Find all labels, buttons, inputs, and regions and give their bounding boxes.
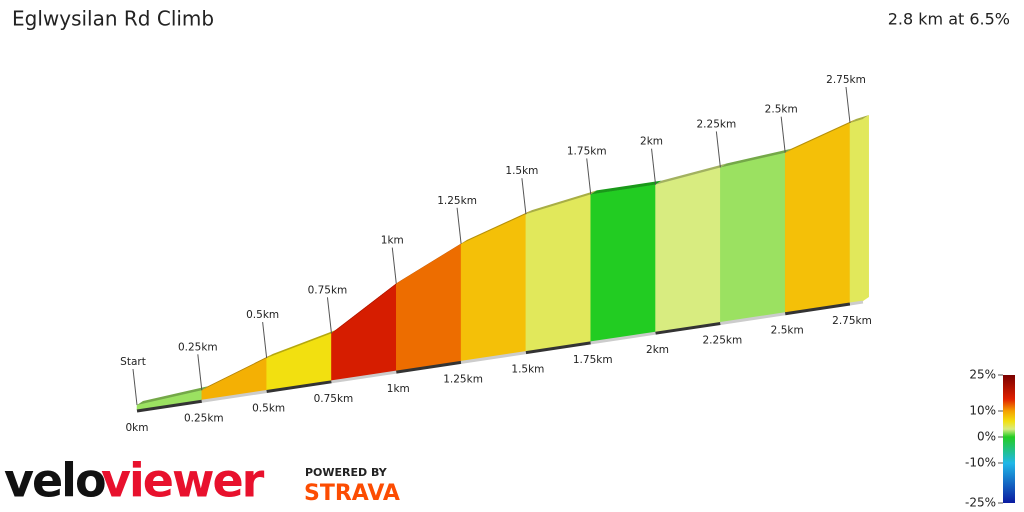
marker-label: 2.5km bbox=[765, 104, 798, 116]
x-tick-label: 0.25km bbox=[184, 412, 224, 424]
marker-line bbox=[586, 158, 592, 195]
marker-label: 2km bbox=[640, 136, 663, 148]
marker-label: 0.25km bbox=[178, 341, 218, 353]
marker-label: Start bbox=[120, 356, 146, 368]
base-tick bbox=[849, 300, 864, 306]
legend-bar bbox=[1003, 375, 1015, 503]
legend-label: 10% bbox=[969, 404, 996, 418]
base-tick bbox=[590, 331, 656, 345]
marker-label: 1.5km bbox=[505, 165, 538, 177]
gradient-segment bbox=[590, 184, 656, 343]
subtitle: 2.8 km at 6.5% bbox=[888, 10, 1010, 29]
base-tick bbox=[396, 360, 462, 374]
marker-label: 0.75km bbox=[308, 284, 348, 296]
segment-top bbox=[461, 210, 532, 244]
logo: velo viewer POWERED BY STRAVA bbox=[4, 454, 400, 508]
strava: STRAVA bbox=[304, 481, 400, 506]
legend-label: -25% bbox=[965, 496, 996, 510]
marker-line bbox=[132, 368, 138, 406]
marker-line bbox=[262, 321, 268, 359]
logo-velo: velo bbox=[4, 454, 105, 508]
x-tick-label: 1.5km bbox=[511, 364, 544, 376]
title: Eglwysilan Rd Climb bbox=[12, 7, 214, 31]
x-tick-label: 2km bbox=[646, 344, 669, 356]
base-tick bbox=[720, 312, 786, 325]
gradient-segment bbox=[331, 283, 397, 382]
powered-by: POWERED BY bbox=[305, 466, 388, 479]
segment-top bbox=[331, 279, 403, 334]
gradient-segment bbox=[525, 194, 591, 352]
x-tick-label: 1.25km bbox=[443, 373, 483, 385]
gradient-segment bbox=[849, 118, 864, 304]
marker-label: 1.75km bbox=[567, 145, 607, 157]
segment-top bbox=[137, 386, 208, 405]
segment-top bbox=[850, 115, 869, 123]
x-tick-label: 1.75km bbox=[573, 354, 613, 366]
segment-top bbox=[655, 163, 727, 185]
x-tick-label: 1km bbox=[387, 383, 410, 395]
marker-line bbox=[780, 116, 786, 153]
segment-top bbox=[785, 119, 856, 153]
x-tick-label: 0.5km bbox=[252, 403, 285, 415]
marker-label: 1km bbox=[381, 235, 404, 247]
marker-label: 2.75km bbox=[826, 74, 866, 86]
segment-top bbox=[201, 354, 273, 391]
x-tick-label: 2.5km bbox=[771, 325, 804, 337]
marker-line bbox=[391, 247, 397, 284]
segment-top bbox=[720, 148, 792, 168]
gradient-segment bbox=[655, 167, 721, 333]
logo-viewer: viewer bbox=[101, 454, 265, 508]
marker-line bbox=[845, 86, 851, 124]
gradient-segment bbox=[720, 152, 786, 323]
x-tick-label: 0km bbox=[126, 422, 149, 434]
marker-label: 0.5km bbox=[246, 309, 279, 321]
marker-line bbox=[456, 207, 462, 244]
gradient-segment bbox=[784, 122, 851, 314]
base-tick bbox=[136, 399, 203, 413]
x-tick-label: 0.75km bbox=[314, 393, 354, 405]
profile-end bbox=[862, 115, 869, 302]
x-tick-label: 2.25km bbox=[703, 334, 743, 346]
base-tick bbox=[655, 321, 721, 335]
base-tick bbox=[266, 380, 332, 394]
segment-top bbox=[525, 190, 597, 215]
legend-label: 25% bbox=[969, 368, 996, 382]
legend-label: -10% bbox=[965, 456, 996, 470]
legend-label: 0% bbox=[977, 430, 996, 444]
segment-top bbox=[396, 239, 468, 284]
x-tick-label: 2.75km bbox=[832, 315, 872, 327]
base-tick bbox=[331, 370, 397, 384]
marker-label: 1.25km bbox=[437, 195, 477, 207]
base-tick bbox=[201, 390, 267, 403]
marker-line bbox=[715, 131, 721, 168]
base-tick bbox=[460, 351, 527, 364]
gradient-segment bbox=[396, 243, 462, 372]
segment-top bbox=[590, 180, 662, 195]
gradient-segment bbox=[460, 213, 527, 362]
base-tick bbox=[784, 302, 851, 316]
marker-line bbox=[651, 148, 657, 185]
segment-top bbox=[266, 329, 338, 359]
base-tick bbox=[525, 341, 591, 355]
marker-line bbox=[326, 297, 332, 334]
marker-label: 2.25km bbox=[697, 118, 737, 130]
marker-line bbox=[521, 178, 527, 215]
marker-line bbox=[197, 354, 203, 391]
